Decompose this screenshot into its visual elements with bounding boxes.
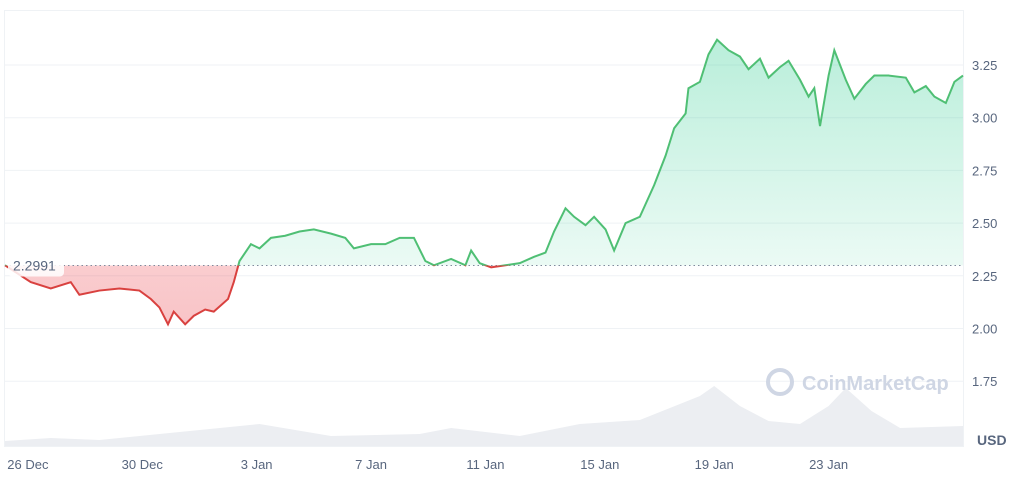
watermark-logo-icon	[766, 368, 794, 396]
volume-area	[5, 386, 963, 446]
x-tick-label: 23 Jan	[809, 457, 848, 472]
x-tick-label: 7 Jan	[355, 457, 387, 472]
price-area-up	[5, 39, 963, 266]
currency-label: USD	[977, 432, 1007, 448]
reference-price-label: 2.2991	[13, 257, 56, 273]
y-tick-label: 2.75	[972, 163, 997, 178]
y-tick-label: 3.25	[972, 58, 997, 73]
y-tick-label: 1.75	[972, 374, 997, 389]
x-tick-label: 26 Dec	[7, 457, 49, 472]
y-tick-label: 2.25	[972, 269, 997, 284]
price-line-down	[4, 265, 512, 327]
y-tick-label: 2.00	[972, 322, 997, 337]
price-line-up	[4, 38, 964, 266]
x-tick-label: 30 Dec	[122, 457, 164, 472]
price-area-down	[5, 265, 963, 325]
reference-label-bg	[8, 254, 64, 277]
x-tick-label: 15 Jan	[580, 457, 619, 472]
plot-frame	[4, 10, 964, 447]
coinmarketcap-watermark: CoinMarketCap	[766, 368, 949, 396]
x-tick-label: 11 Jan	[466, 457, 504, 472]
x-tick-label: 19 Jan	[695, 457, 734, 472]
x-tick-label: 3 Jan	[241, 457, 273, 472]
y-tick-label: 2.50	[972, 216, 997, 231]
watermark-text: CoinMarketCap	[802, 373, 949, 395]
y-tick-label: 3.00	[972, 111, 997, 126]
